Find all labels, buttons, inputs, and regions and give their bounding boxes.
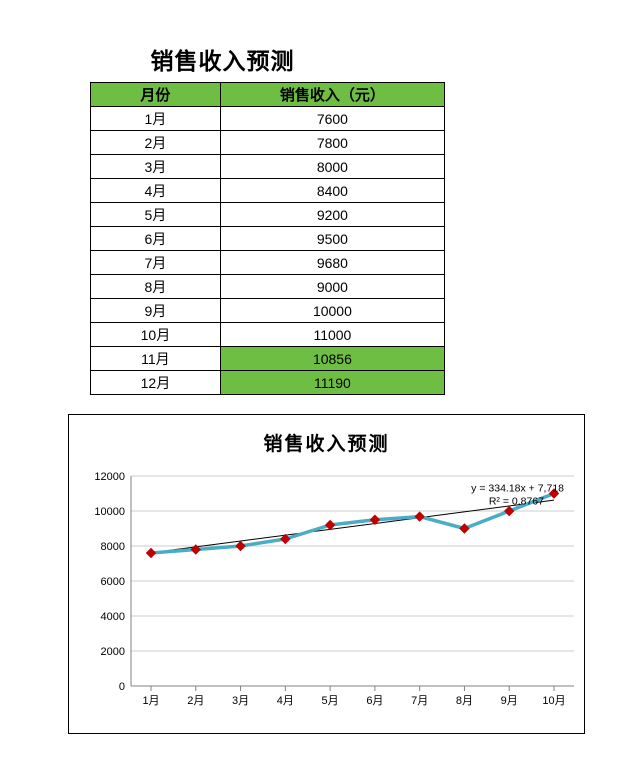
svg-text:1月: 1月 [142,695,159,707]
cell-value: 11000 [220,323,444,347]
cell-value: 9200 [220,203,444,227]
cell-month: 9月 [91,299,221,323]
col-header-month: 月份 [91,83,221,107]
page-title: 销售收入预测 [0,42,445,76]
cell-value: 10000 [220,299,444,323]
cell-month: 7月 [91,251,221,275]
cell-value: 9000 [220,275,444,299]
table-row: 1月7600 [91,107,445,131]
svg-text:4000: 4000 [101,611,125,623]
table-row: 9月10000 [91,299,445,323]
cell-month: 3月 [91,155,221,179]
svg-text:8月: 8月 [456,695,473,707]
table-row: 5月9200 [91,203,445,227]
svg-text:10月: 10月 [542,695,565,707]
table-row: 10月11000 [91,323,445,347]
table-row: 12月11190 [91,371,445,395]
cell-value: 11190 [220,371,444,395]
cell-value: 7800 [220,131,444,155]
svg-text:0: 0 [119,681,125,693]
cell-month: 8月 [91,275,221,299]
svg-text:5月: 5月 [322,695,339,707]
svg-text:12000: 12000 [94,471,125,483]
svg-text:6000: 6000 [101,576,125,588]
table-row: 4月8400 [91,179,445,203]
svg-text:y = 334.18x + 7,718: y = 334.18x + 7,718 [471,483,564,495]
cell-value: 10856 [220,347,444,371]
table-row: 7月9680 [91,251,445,275]
table-row: 3月8000 [91,155,445,179]
svg-text:R² = 0.8767: R² = 0.8767 [489,496,544,508]
svg-text:2月: 2月 [187,695,204,707]
table-row: 11月10856 [91,347,445,371]
svg-text:6月: 6月 [366,695,383,707]
cell-value: 7600 [220,107,444,131]
cell-month: 12月 [91,371,221,395]
svg-text:10000: 10000 [94,506,125,518]
cell-month: 11月 [91,347,221,371]
svg-text:2000: 2000 [101,646,125,658]
cell-value: 9680 [220,251,444,275]
table-row: 2月7800 [91,131,445,155]
table-row: 6月9500 [91,227,445,251]
svg-text:8000: 8000 [101,541,125,553]
table-header-row: 月份 销售收入（元） [91,83,445,107]
cell-month: 1月 [91,107,221,131]
svg-text:9月: 9月 [501,695,518,707]
cell-month: 5月 [91,203,221,227]
cell-month: 4月 [91,179,221,203]
svg-text:7月: 7月 [411,695,428,707]
cell-month: 2月 [91,131,221,155]
svg-text:4月: 4月 [277,695,294,707]
cell-value: 8400 [220,179,444,203]
col-header-value: 销售收入（元） [220,83,444,107]
svg-text:3月: 3月 [232,695,249,707]
chart-container: 销售收入预测 0 2000 4000 6000 8000 10000 12000 1月 2月 3月… [68,414,585,734]
cell-value: 9500 [220,227,444,251]
table-row: 8月9000 [91,275,445,299]
chart-title: 销售收入预测 [69,429,584,456]
cell-value: 8000 [220,155,444,179]
sales-chart: 0 2000 4000 6000 8000 10000 12000 1月 2月 3月 4月 5月 6月 7… [69,456,586,726]
sales-table: 月份 销售收入（元） 1月76002月78003月80004月84005月920… [90,82,445,395]
cell-month: 6月 [91,227,221,251]
cell-month: 10月 [91,323,221,347]
